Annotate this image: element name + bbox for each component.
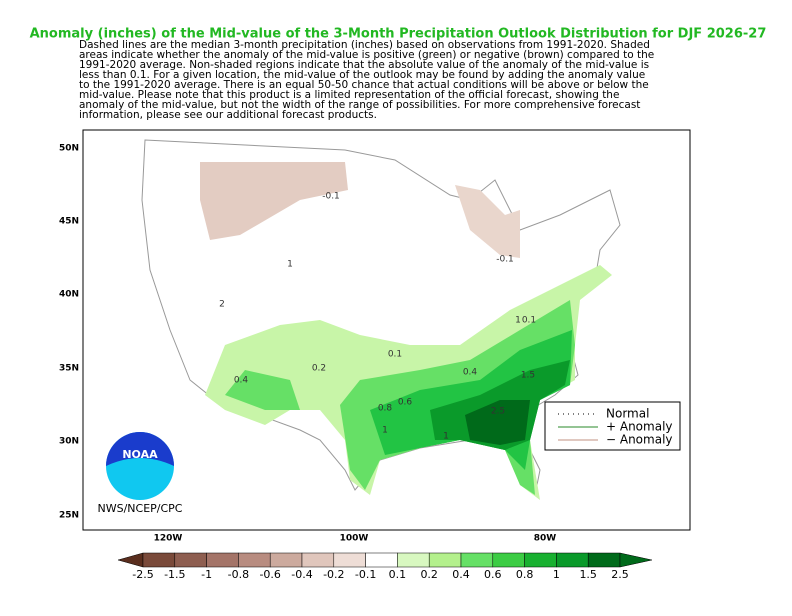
colorbar-label: 0.6	[484, 568, 502, 581]
contour-label: -0.1	[322, 192, 340, 202]
contour-label: 0.1	[522, 316, 536, 326]
colorbar-label: -0.8	[228, 568, 249, 581]
colorbar: -2.5 -1.5 -1 -0.8 -0.6 -0.4 -0.2 -0.1 0.1 0.2 0.4 0…	[117, 552, 653, 581]
title: Anomaly (inches) of the Mid-value of the…	[30, 27, 767, 42]
lat-label: 50N	[59, 144, 79, 154]
colorbar-box	[142, 552, 176, 568]
colorbar-label: 1	[553, 568, 560, 581]
legend-label: Normal	[606, 407, 649, 421]
logo-text: NOAA	[122, 448, 158, 461]
colorbar-label: 2.5	[611, 568, 629, 581]
lat-label: 30N	[59, 437, 79, 447]
colorbar-box	[174, 552, 207, 568]
dry-area	[455, 185, 520, 258]
axis-labels: 50N 45N 40N 35N 30N 25N 120W 100W 80W	[59, 144, 556, 544]
lon-label: 100W	[340, 534, 369, 544]
legend-labels: Normal+ Anomaly− Anomaly	[606, 407, 673, 447]
description-line: to the 1991-2020 average. There is an eq…	[79, 79, 649, 91]
colorbar-box	[524, 552, 557, 568]
colorbar-box	[269, 552, 303, 568]
contour-label: 1.5	[521, 371, 535, 381]
dry-area	[200, 162, 348, 240]
contour-label: 1	[515, 316, 521, 326]
contour-label: 0.6	[398, 398, 413, 408]
description-line: areas indicate whether the anomaly of th…	[79, 49, 654, 61]
map	[141, 139, 621, 500]
description-line: information, please see our additional f…	[79, 109, 377, 121]
contour-labels: 0.4 0.2 0.1 0.8 0.6 1 0.4 1.5 2.5 1 1 -0.1 0.1 -0.1 1 2	[219, 192, 536, 442]
colorbar-box	[333, 552, 366, 568]
colorbar-label: 0.4	[452, 568, 470, 581]
colorbar-box	[492, 552, 525, 568]
colorbar-label: 0.1	[389, 568, 407, 581]
lon-label: 80W	[534, 534, 557, 544]
colorbar-label: -1.5	[164, 568, 185, 581]
colorbar-label: -2.5	[132, 568, 153, 581]
colorbar-box	[206, 552, 239, 568]
contour-label: 1	[443, 432, 449, 442]
colorbar-arrow	[117, 552, 144, 568]
colorbar-box	[460, 552, 494, 568]
contour-label: 1	[382, 426, 388, 436]
colorbar-label: 1.5	[579, 568, 597, 581]
lat-label: 35N	[59, 364, 79, 374]
lat-label: 25N	[59, 511, 79, 521]
legend	[544, 401, 681, 451]
colorbar-label: -0.4	[291, 568, 312, 581]
colorbar-label: -0.1	[355, 568, 376, 581]
wet-area	[225, 370, 300, 410]
description-line: mid-value. Please note that this product…	[79, 89, 619, 101]
colorbar-label: -0.6	[259, 568, 280, 581]
lon-label: 120W	[154, 534, 183, 544]
contour-label: 0.4	[234, 376, 249, 386]
colorbar-box	[587, 552, 621, 568]
legend-label: − Anomaly	[606, 433, 673, 447]
colorbar-label: -1	[201, 568, 212, 581]
lat-label: 40N	[59, 290, 79, 300]
colorbar-box	[238, 552, 271, 568]
colorbar-label: 0.8	[516, 568, 534, 581]
description-line: anomaly of the mid-value, but not the wi…	[79, 99, 640, 111]
contour-label: 0.8	[378, 404, 393, 414]
colorbar-box	[365, 552, 398, 568]
description-line: 1991-2020 average. Non-shaded regions in…	[79, 59, 649, 71]
logo-top	[106, 432, 174, 466]
contour-label: 2	[219, 300, 225, 310]
colorbar-box	[397, 552, 430, 568]
lat-label: 45N	[59, 217, 79, 227]
colorbar-label: 0.2	[420, 568, 438, 581]
contour-label: 2.5	[491, 407, 505, 417]
description-line: less than 0.1. For a given location, the…	[79, 69, 645, 81]
wet-area	[465, 400, 530, 445]
description-line: Dashed lines are the median 3-month prec…	[79, 39, 650, 51]
agency: NWS/NCEP/CPC	[98, 502, 183, 515]
colorbar-box	[428, 552, 462, 568]
contour-label: 0.2	[312, 364, 326, 374]
contour-label: -0.1	[496, 255, 514, 265]
contour-label: 1	[287, 260, 293, 270]
description: Dashed lines are the median 3-month prec…	[79, 39, 654, 121]
colorbar-arrow	[619, 552, 653, 568]
colorbar-box	[301, 552, 335, 568]
legend-label: + Anomaly	[606, 420, 673, 434]
contour-label: 0.1	[388, 350, 402, 360]
contour-label: 0.4	[463, 368, 478, 378]
colorbar-box	[556, 552, 589, 568]
colorbar-label: -0.2	[323, 568, 344, 581]
